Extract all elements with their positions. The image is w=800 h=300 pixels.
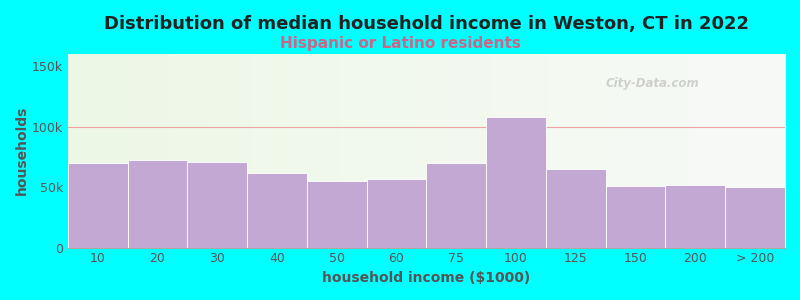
X-axis label: household income ($1000): household income ($1000)	[322, 271, 530, 285]
Bar	[247, 172, 307, 248]
Bar	[187, 162, 247, 248]
Bar	[486, 117, 546, 247]
Bar	[307, 181, 366, 248]
Bar	[546, 169, 606, 248]
Y-axis label: households: households	[15, 106, 29, 196]
Bar	[426, 163, 486, 248]
Text: Hispanic or Latino residents: Hispanic or Latino residents	[279, 36, 521, 51]
Bar	[606, 186, 666, 248]
Text: City-Data.com: City-Data.com	[606, 77, 699, 90]
Bar	[68, 163, 127, 248]
Bar	[366, 178, 426, 248]
Title: Distribution of median household income in Weston, CT in 2022: Distribution of median household income …	[104, 15, 749, 33]
Bar	[666, 185, 726, 248]
Bar	[726, 187, 785, 247]
Bar	[127, 160, 187, 247]
